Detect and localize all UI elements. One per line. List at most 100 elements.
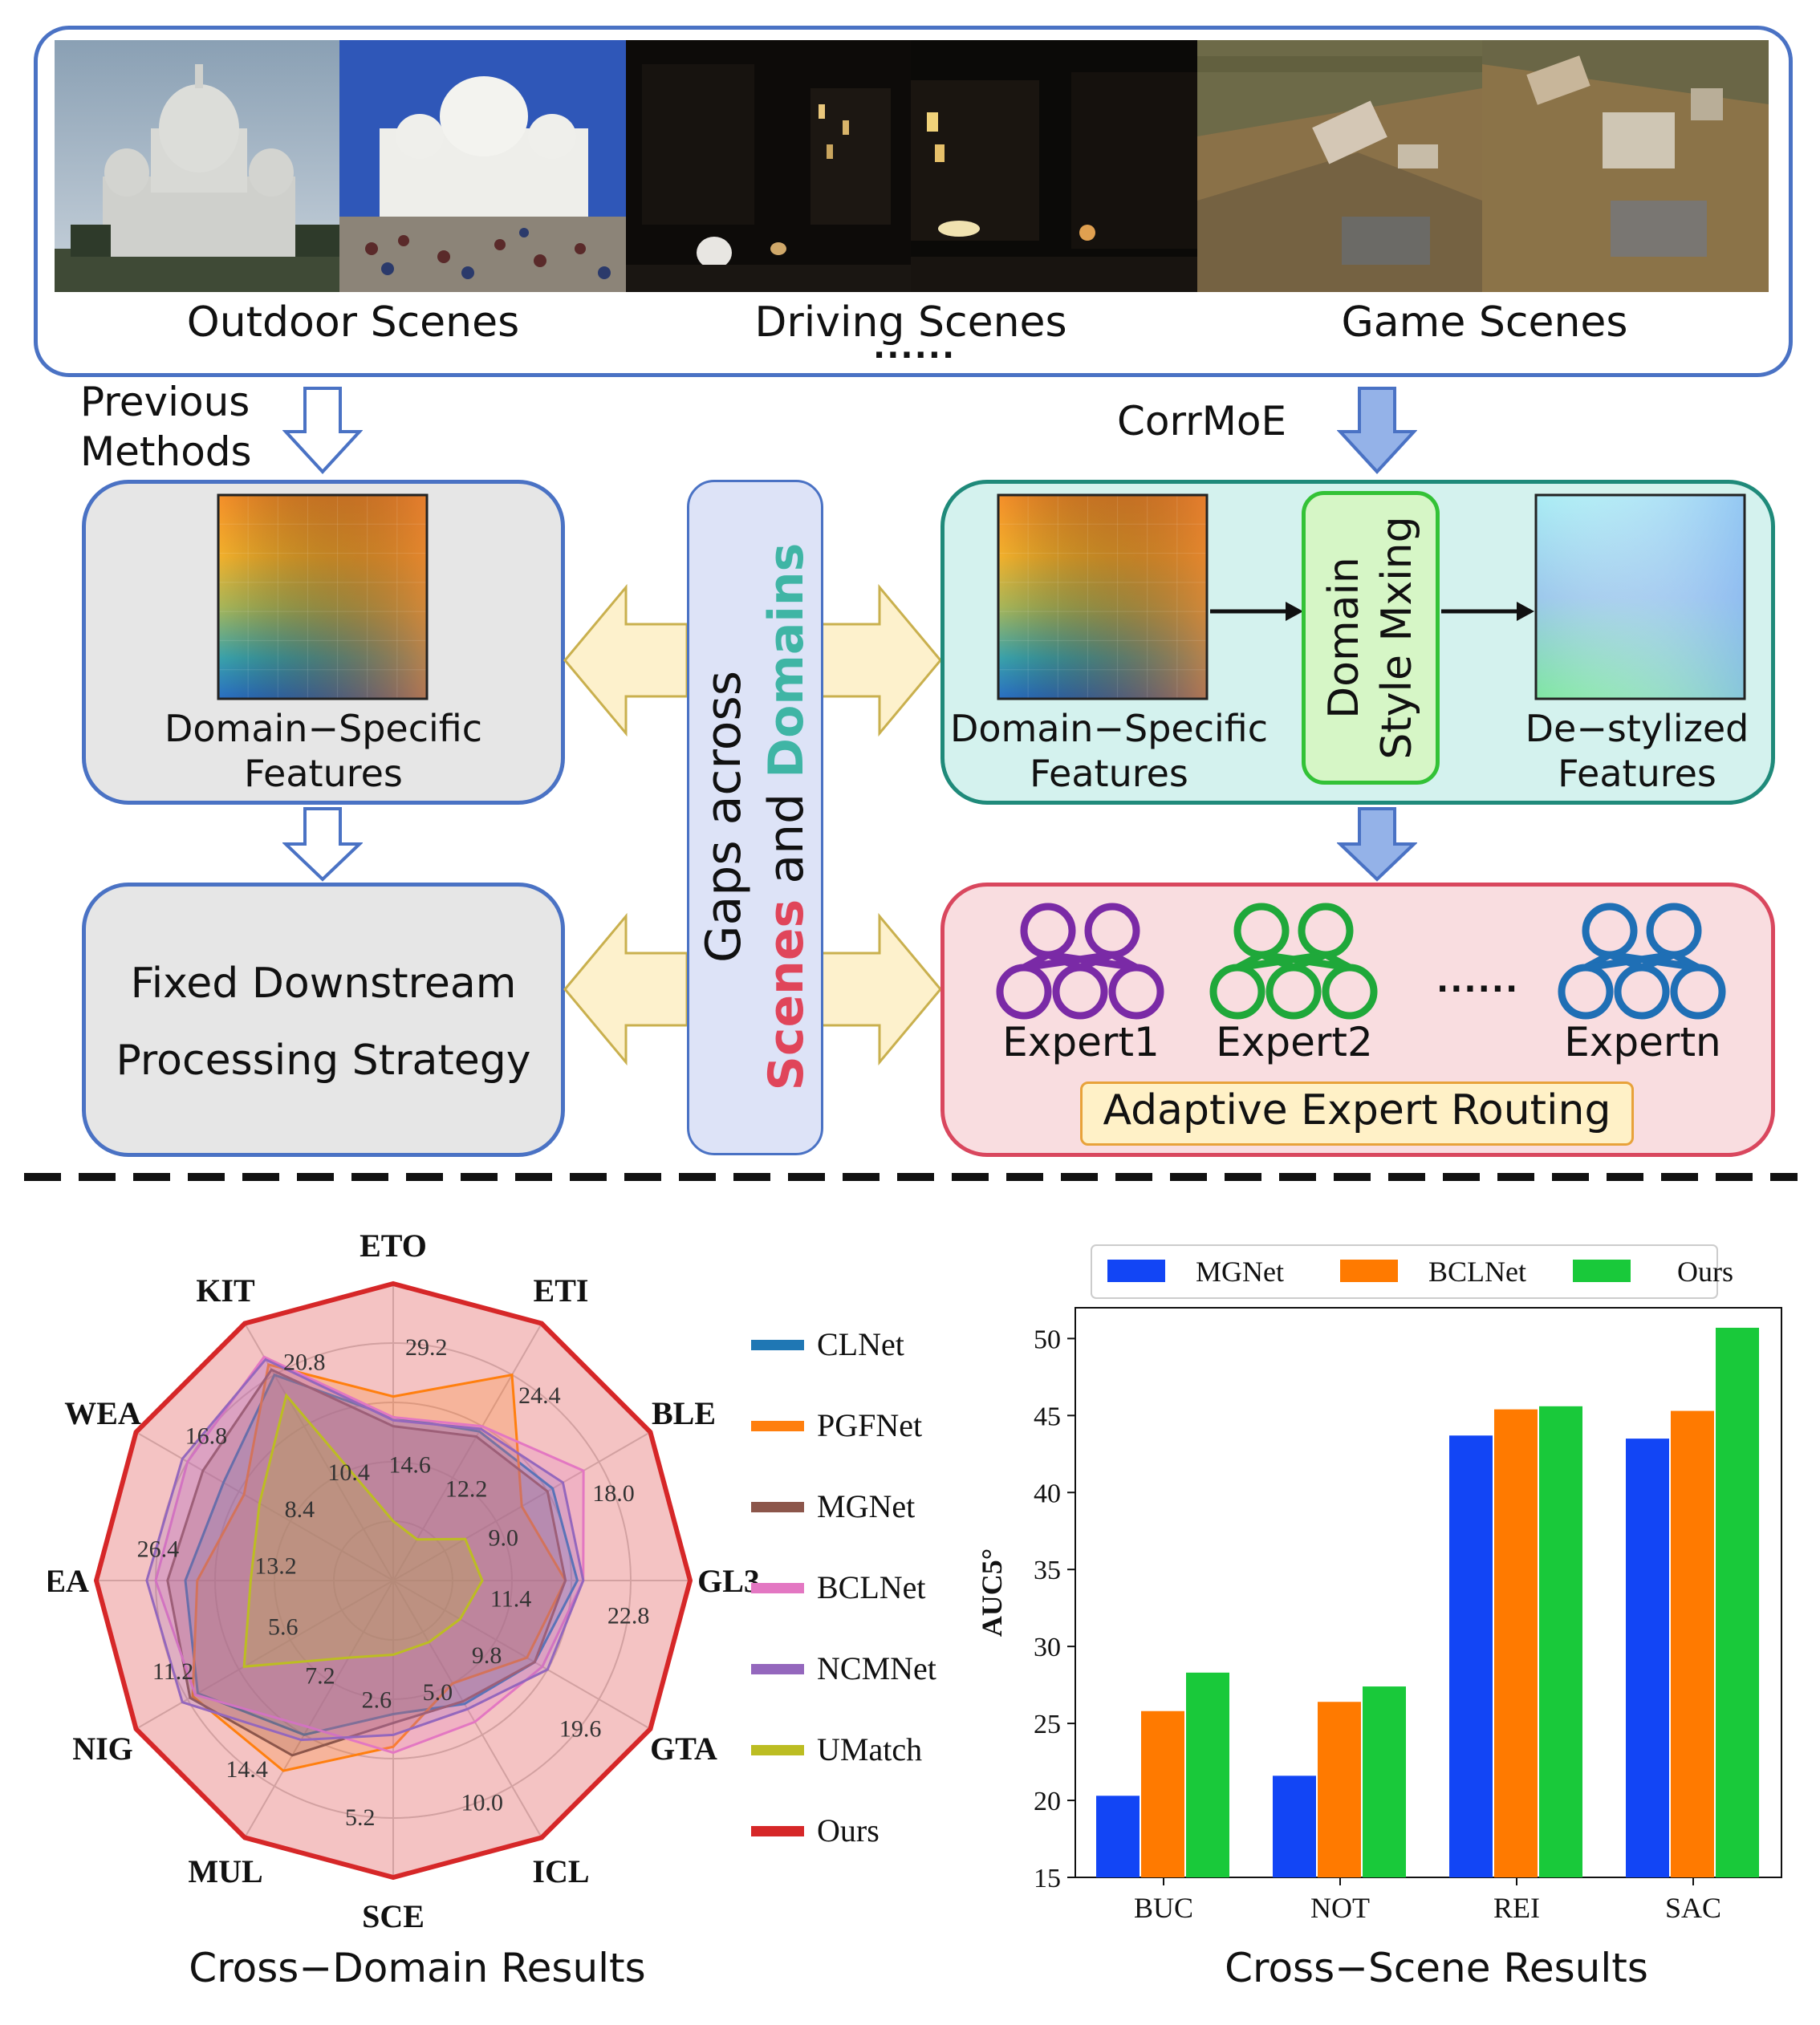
x-tick-label: NOT: [1310, 1892, 1370, 1924]
bar-ours-buc: [1186, 1672, 1229, 1877]
double-arrow-top-left: [563, 584, 689, 737]
feature-map-heatmap-left: [217, 493, 429, 700]
bar-bclnet-sac: [1671, 1410, 1714, 1877]
radar-ring-label: 10.4: [327, 1459, 370, 1486]
legend-label: NCMNet: [817, 1650, 936, 1686]
scene-ellipsis: ......: [873, 329, 957, 366]
destyled-heatmap: [1534, 493, 1746, 700]
radar-series-clnet: [184, 1373, 579, 1736]
radar-ring-label: 10.0: [461, 1789, 504, 1816]
y-tick-label: 15: [1034, 1864, 1061, 1893]
style-mixing-label: Domain Style Mxing: [1320, 516, 1421, 760]
bar-ours-not: [1363, 1686, 1406, 1877]
bar-legend-swatch: [1340, 1260, 1398, 1282]
radar-ring-label: 14.4: [225, 1756, 268, 1783]
experts-ellipsis: ......: [1436, 963, 1520, 1000]
corrmoe-features-label: Domain−Specific Features: [949, 707, 1269, 795]
adaptive-routing-box: [1080, 1081, 1634, 1146]
radar-ring-label: 8.4: [285, 1496, 315, 1523]
down-arrow-destyled: [1337, 807, 1417, 882]
x-tick-label: SAC: [1665, 1892, 1721, 1924]
y-axis-label: AUC5°: [976, 1548, 1008, 1637]
bar-legend-swatch: [1107, 1260, 1165, 1282]
radar-ring-label: 18.0: [592, 1480, 635, 1507]
radar-axis-label: BLE: [652, 1395, 716, 1431]
y-tick-label: 35: [1034, 1556, 1061, 1585]
radar-axis-label: KIT: [196, 1272, 255, 1309]
radar-ring-label: 2.6: [362, 1687, 392, 1714]
radar-series-pgfnet: [191, 1362, 567, 1772]
arrow-to-style-mixing: [1210, 602, 1303, 621]
legend-swatch: [751, 1826, 804, 1836]
bar-legend-label: MGNet: [1196, 1256, 1284, 1288]
y-tick-label: 20: [1034, 1787, 1061, 1816]
expertn-label: Expertn: [1564, 1019, 1721, 1065]
gaps-pill: [687, 480, 823, 1155]
y-tick-label: 25: [1034, 1710, 1061, 1739]
radar-ring-label: 9.8: [472, 1642, 502, 1669]
scenes-word: Scenes: [758, 899, 815, 1091]
bar-mgnet-sac: [1626, 1439, 1669, 1877]
radar-axis-label: NIG: [72, 1731, 133, 1767]
scene-panel: [34, 26, 1793, 377]
bar-bclnet-not: [1318, 1702, 1361, 1877]
bar-caption: Cross−Scene Results: [1225, 1945, 1648, 1991]
down-arrow-corrmoe: [1337, 387, 1417, 474]
radar-axis-label: ETI: [534, 1272, 589, 1309]
radar-ring-label: 22.8: [607, 1602, 650, 1629]
y-tick-label: 45: [1034, 1402, 1061, 1431]
radar-chart: ETO ETI BLE GL3 GTA ICL SCE MUL NIG SEA WEA KIT 29.2…: [48, 1228, 760, 1934]
radar-ring-label: 5.2: [345, 1804, 376, 1831]
bar-mgnet-rei: [1449, 1435, 1493, 1877]
legend-swatch: [751, 1421, 804, 1431]
radar-spoke: [136, 1431, 394, 1581]
previous-features-label: Domain−Specific Features: [164, 707, 483, 795]
radar-axis-label: MUL: [188, 1853, 262, 1889]
bar-legend: MGNet BCLNet Ours: [1091, 1244, 1733, 1299]
fixed-strategy-label: Fixed Downstream Processing Strategy: [116, 960, 531, 1085]
radar-ring-label: 29.2: [405, 1334, 448, 1361]
expert2-icon: [1209, 903, 1378, 1020]
y-tick-label: 30: [1034, 1633, 1061, 1662]
legend-swatch: [751, 1340, 804, 1350]
bar-ours-rei: [1539, 1406, 1582, 1877]
legend-label: MGNet: [817, 1488, 916, 1524]
bar-bclnet-buc: [1141, 1710, 1184, 1877]
radar-axis-label: GTA: [650, 1731, 717, 1767]
legend-swatch: [751, 1664, 804, 1674]
corrmoe-label: CorrMoE: [1117, 398, 1287, 444]
radar-ring-label: 13.2: [254, 1552, 297, 1579]
radar-ring-label: 9.0: [488, 1525, 518, 1552]
arrow-to-destyled: [1441, 602, 1534, 621]
scene-label-game: Game Scenes: [1341, 298, 1628, 347]
expert2-label: Expert2: [1216, 1019, 1373, 1065]
previous-methods-label: Previous Methods: [80, 379, 252, 475]
double-arrow-top-right: [817, 584, 942, 737]
y-tick-label: 50: [1034, 1325, 1061, 1354]
radar-ring-label: 16.8: [185, 1423, 228, 1450]
radar-series-umatch: [242, 1393, 484, 1668]
driving-photo-2: [911, 40, 1197, 292]
scene-label-outdoor: Outdoor Scenes: [186, 298, 520, 347]
radar-series-bclnet: [154, 1355, 585, 1755]
expertn-icon: [1558, 903, 1726, 1020]
radar-series-ncmnet: [145, 1357, 585, 1742]
bar-legend-label: Ours: [1677, 1256, 1733, 1288]
expert1-label: Expert1: [1002, 1019, 1160, 1065]
outdoor-photo-1: [55, 40, 339, 292]
radar-axis-label: SEA: [48, 1563, 89, 1599]
radar-ring-label: 5.6: [268, 1613, 299, 1640]
radar-ring-label: 11.2: [152, 1658, 193, 1685]
outdoor-photo-2: [339, 40, 626, 292]
legend-label: PGFNet: [817, 1407, 923, 1443]
gaps-line-1: Gaps across: [696, 671, 752, 964]
bar-legend-swatch: [1573, 1260, 1631, 1282]
legend-swatch: [751, 1745, 804, 1755]
down-arrow-features: [282, 807, 363, 882]
radar-ring-label: 7.2: [305, 1663, 335, 1690]
down-arrow-previous: [282, 387, 363, 474]
radar-ring-label: 20.8: [283, 1349, 326, 1376]
expert1-icon: [996, 903, 1164, 1020]
feature-map-heatmap-right: [997, 493, 1209, 700]
radar-axis-label: SCE: [362, 1898, 425, 1934]
